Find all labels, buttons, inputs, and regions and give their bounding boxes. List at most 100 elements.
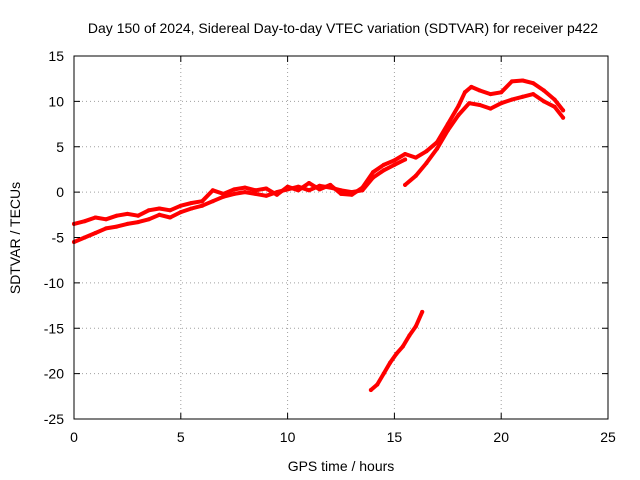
x-axis-title: GPS time / hours xyxy=(288,458,395,474)
data-point xyxy=(168,208,173,213)
data-point xyxy=(136,220,141,225)
data-point xyxy=(114,213,119,218)
data-point xyxy=(509,97,514,102)
series-line-trace-segment-late xyxy=(403,92,566,187)
data-point xyxy=(264,193,269,198)
data-point xyxy=(400,344,405,349)
data-point xyxy=(104,217,108,222)
data-point xyxy=(371,170,375,175)
data-point xyxy=(499,101,504,106)
data-point xyxy=(413,324,418,329)
chart-title: Day 150 of 2024, Sidereal Day-to-day VTE… xyxy=(88,20,598,36)
data-point xyxy=(178,210,183,215)
data-point xyxy=(435,146,440,151)
data-point xyxy=(210,199,215,204)
data-point xyxy=(232,191,237,196)
data-point xyxy=(307,181,311,185)
x-tick-label: 20 xyxy=(493,429,509,445)
data-point xyxy=(339,188,343,193)
data-point xyxy=(420,309,425,314)
data-point xyxy=(189,206,194,211)
data-point xyxy=(413,155,418,160)
data-series xyxy=(72,78,566,392)
data-point xyxy=(368,388,373,392)
data-point xyxy=(488,106,493,111)
data-point xyxy=(317,183,322,188)
data-point xyxy=(541,99,546,104)
data-point xyxy=(200,199,205,204)
data-point xyxy=(381,162,386,167)
data-point xyxy=(232,187,237,192)
data-point xyxy=(285,187,290,192)
x-tick-label: 0 xyxy=(70,429,78,445)
data-point xyxy=(456,113,461,117)
y-tick-label: -25 xyxy=(44,411,64,427)
y-tick-label: 0 xyxy=(56,184,64,200)
data-point xyxy=(157,206,162,211)
data-point xyxy=(424,149,429,154)
data-point xyxy=(499,90,504,95)
data-point xyxy=(445,122,450,127)
data-point xyxy=(146,208,151,213)
data-point xyxy=(242,185,247,190)
y-tick-label: 15 xyxy=(48,48,64,64)
data-point xyxy=(82,235,87,240)
data-point xyxy=(349,190,354,195)
data-point xyxy=(253,188,258,193)
data-point xyxy=(189,201,194,205)
data-point xyxy=(221,194,226,199)
data-point xyxy=(136,213,141,218)
data-point xyxy=(552,104,557,109)
data-point xyxy=(93,215,98,220)
data-point xyxy=(456,103,461,108)
data-point xyxy=(381,168,386,173)
y-tick-label: -15 xyxy=(44,320,64,336)
data-point xyxy=(509,79,514,84)
data-point xyxy=(210,188,215,193)
data-point xyxy=(339,191,343,196)
data-point xyxy=(317,187,322,192)
y-axis-title: SDTVAR / TECUs xyxy=(7,182,23,294)
data-point xyxy=(541,88,546,93)
data-point xyxy=(264,186,269,191)
data-point xyxy=(561,108,566,113)
x-tick-label: 5 xyxy=(177,429,185,445)
y-tick-label: -20 xyxy=(44,366,64,382)
data-point xyxy=(531,92,536,97)
data-point xyxy=(360,188,365,193)
data-point xyxy=(242,190,247,195)
data-point xyxy=(467,101,472,106)
data-point xyxy=(403,152,408,156)
data-point xyxy=(381,371,386,376)
data-point xyxy=(445,128,450,133)
data-point xyxy=(424,161,429,166)
x-tick-label: 25 xyxy=(600,429,616,445)
series-line-trace-upper xyxy=(72,78,566,226)
data-point xyxy=(375,382,380,387)
data-point xyxy=(125,211,130,216)
data-point xyxy=(274,190,279,195)
data-point xyxy=(178,203,183,208)
grid xyxy=(74,56,608,419)
axis-ticks: 0 5 10 15 20 25 -25 -20 -15 -10 -5 0 5 10 15 xyxy=(44,48,616,445)
data-point xyxy=(520,94,525,99)
data-point xyxy=(403,157,408,162)
data-point xyxy=(552,97,557,102)
data-point xyxy=(82,219,87,224)
data-point xyxy=(407,333,412,338)
data-point xyxy=(462,90,467,95)
data-point xyxy=(146,217,151,222)
data-point xyxy=(371,175,375,180)
data-point xyxy=(388,360,393,365)
data-point xyxy=(125,221,130,226)
data-point xyxy=(561,115,566,120)
y-tick-label: 10 xyxy=(48,93,64,109)
y-tick-label: -5 xyxy=(52,230,65,246)
data-point xyxy=(328,185,333,190)
x-tick-label: 15 xyxy=(387,429,403,445)
data-point xyxy=(394,351,399,356)
data-point xyxy=(488,92,493,97)
y-tick-label: -10 xyxy=(44,275,64,291)
data-point xyxy=(413,173,418,178)
